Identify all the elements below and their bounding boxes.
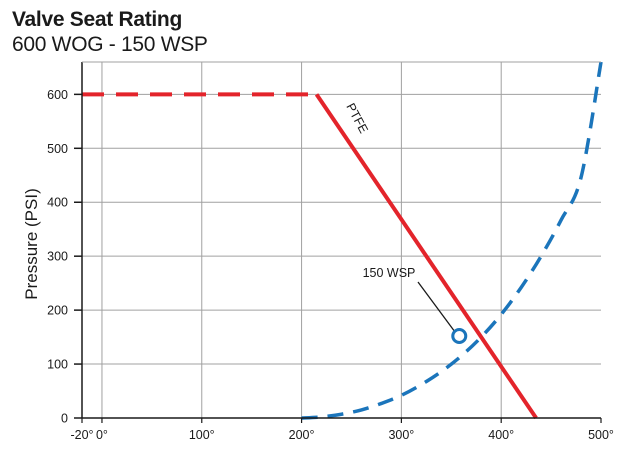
ptfe-series-label: PTFE xyxy=(343,101,370,136)
y-tick-label: 600 xyxy=(47,88,68,102)
x-tick-label: 200° xyxy=(289,428,315,442)
x-tick-label: 0° xyxy=(96,428,108,442)
y-tick-label: 400 xyxy=(47,196,68,210)
y-tick-label: 500 xyxy=(47,142,68,156)
x-tick-label: 100° xyxy=(189,428,215,442)
wsp-label: 150 WSP xyxy=(363,266,416,280)
wsp-point-marker xyxy=(451,328,468,345)
axes: 0 100 200 300 400 500 600 -20° 0° 100° 200° 300° 400… xyxy=(47,61,614,442)
grid xyxy=(82,62,601,418)
wsp-leader-line xyxy=(417,281,455,332)
x-tick-label: -20° xyxy=(70,428,93,442)
x-tick-label: 300° xyxy=(388,428,414,442)
series-steam-curve xyxy=(301,61,603,420)
series-layer xyxy=(82,61,603,420)
y-tick-label: 300 xyxy=(47,250,68,264)
y-tick-label: 0 xyxy=(61,412,68,426)
y-tick-label: 100 xyxy=(47,358,68,372)
chart-title: Valve Seat Rating xyxy=(12,8,182,31)
y-tick-label: 200 xyxy=(47,304,68,318)
series-ptfe-solid-line xyxy=(314,93,538,420)
x-tick-label: 400° xyxy=(488,428,514,442)
chart-subtitle: 600 WOG - 150 WSP xyxy=(12,33,208,56)
y-axis-title: Pressure (PSI) xyxy=(22,188,41,299)
x-tick-label: 500° xyxy=(588,428,614,442)
